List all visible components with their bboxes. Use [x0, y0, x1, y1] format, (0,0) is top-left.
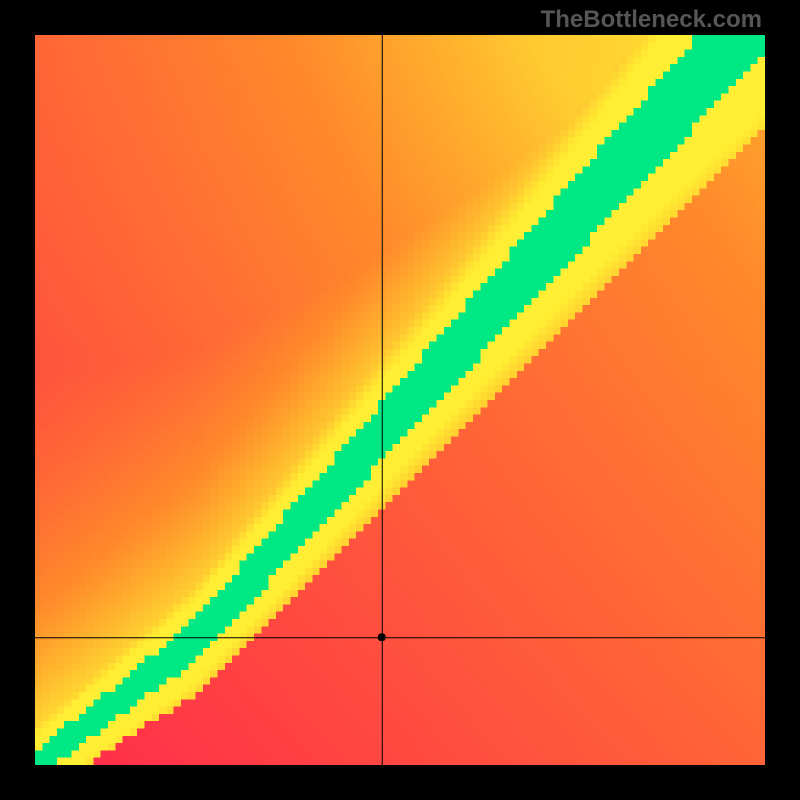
- crosshair-overlay: [35, 35, 765, 765]
- watermark-text: TheBottleneck.com: [541, 6, 762, 34]
- chart-container: { "image": { "width": 800, "height": 800…: [0, 0, 800, 800]
